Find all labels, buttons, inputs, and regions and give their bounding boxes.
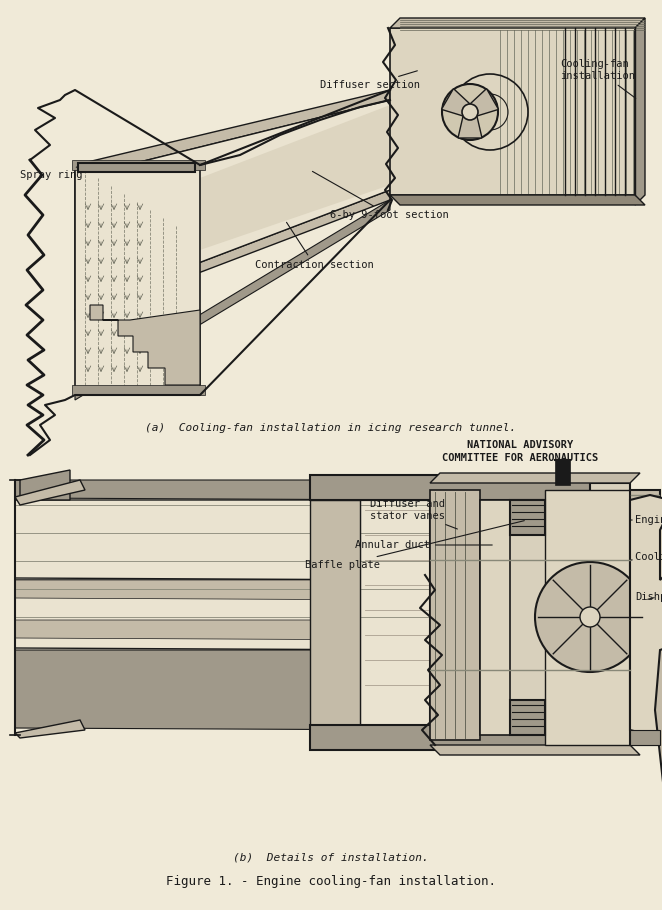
Text: Baffle plate: Baffle plate bbox=[305, 521, 524, 570]
Polygon shape bbox=[467, 88, 498, 117]
Polygon shape bbox=[15, 620, 430, 640]
Text: Cooling-fan
installation: Cooling-fan installation bbox=[560, 59, 636, 98]
Polygon shape bbox=[310, 475, 590, 500]
Polygon shape bbox=[655, 645, 662, 850]
Polygon shape bbox=[630, 495, 662, 735]
Polygon shape bbox=[635, 18, 645, 205]
Polygon shape bbox=[75, 100, 390, 310]
Polygon shape bbox=[480, 500, 510, 735]
Polygon shape bbox=[78, 163, 195, 172]
Polygon shape bbox=[15, 500, 430, 580]
Text: Contraction section: Contraction section bbox=[255, 222, 374, 270]
Polygon shape bbox=[630, 490, 660, 745]
Polygon shape bbox=[430, 745, 640, 755]
Polygon shape bbox=[458, 112, 482, 138]
Polygon shape bbox=[15, 720, 85, 738]
Text: COMMITTEE FOR AERONAUTICS: COMMITTEE FOR AERONAUTICS bbox=[442, 453, 598, 463]
Polygon shape bbox=[555, 460, 570, 485]
Polygon shape bbox=[430, 473, 640, 483]
Circle shape bbox=[535, 562, 645, 672]
Circle shape bbox=[462, 104, 478, 120]
Polygon shape bbox=[75, 90, 390, 178]
Polygon shape bbox=[360, 500, 540, 725]
Polygon shape bbox=[545, 490, 630, 745]
Text: Dishpan: Dishpan bbox=[635, 592, 662, 602]
Polygon shape bbox=[15, 650, 430, 730]
Polygon shape bbox=[430, 483, 630, 745]
Polygon shape bbox=[72, 160, 205, 170]
Polygon shape bbox=[15, 480, 85, 505]
Polygon shape bbox=[390, 18, 645, 28]
Polygon shape bbox=[200, 105, 390, 250]
Text: Annular duct: Annular duct bbox=[355, 540, 493, 550]
Polygon shape bbox=[90, 305, 200, 385]
Polygon shape bbox=[510, 500, 545, 535]
Polygon shape bbox=[15, 580, 430, 600]
Text: 6-by 9-foot section: 6-by 9-foot section bbox=[312, 171, 449, 220]
Circle shape bbox=[580, 607, 600, 627]
Polygon shape bbox=[310, 725, 590, 750]
Polygon shape bbox=[630, 730, 660, 745]
Polygon shape bbox=[15, 480, 430, 500]
Polygon shape bbox=[15, 580, 430, 650]
Polygon shape bbox=[390, 28, 635, 195]
Text: Propeller: Propeller bbox=[0, 909, 1, 910]
Polygon shape bbox=[20, 470, 70, 500]
Text: NATIONAL ADVISORY: NATIONAL ADVISORY bbox=[467, 440, 573, 450]
Text: Diffuser section: Diffuser section bbox=[320, 71, 420, 90]
Text: Engine cowling: Engine cowling bbox=[631, 515, 662, 525]
Polygon shape bbox=[442, 88, 473, 117]
Polygon shape bbox=[72, 385, 205, 395]
Text: (a)  Cooling-fan installation in icing research tunnel.: (a) Cooling-fan installation in icing re… bbox=[146, 423, 516, 433]
Polygon shape bbox=[390, 195, 645, 205]
Polygon shape bbox=[310, 500, 360, 725]
Polygon shape bbox=[540, 500, 590, 725]
Polygon shape bbox=[75, 190, 390, 320]
Polygon shape bbox=[75, 165, 200, 390]
Polygon shape bbox=[510, 700, 545, 735]
Text: Cooling fan: Cooling fan bbox=[631, 552, 662, 562]
Text: (b)  Details of installation.: (b) Details of installation. bbox=[233, 853, 429, 863]
Text: Figure 1. - Engine cooling-fan installation.: Figure 1. - Engine cooling-fan installat… bbox=[166, 875, 496, 888]
Text: Spray ring: Spray ring bbox=[20, 167, 83, 180]
Polygon shape bbox=[430, 490, 480, 740]
Text: Spinner: Spinner bbox=[0, 909, 1, 910]
Circle shape bbox=[442, 84, 498, 140]
Polygon shape bbox=[75, 200, 390, 400]
Text: Diffuser and
stator vanes: Diffuser and stator vanes bbox=[370, 500, 457, 529]
Polygon shape bbox=[660, 480, 662, 580]
